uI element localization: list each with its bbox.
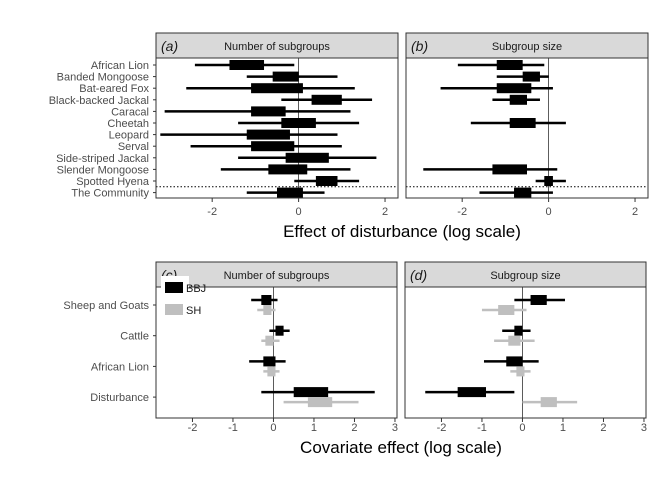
panel-frame-top-1 bbox=[405, 57, 649, 199]
ci-box-bottom-0-3-SH bbox=[307, 397, 333, 408]
legend-key-bbj bbox=[165, 282, 183, 293]
ci-box-top-1-9 bbox=[492, 164, 527, 175]
ci-box-bottom-1-0-SH bbox=[498, 305, 515, 315]
ci-box-top-0-8 bbox=[285, 152, 329, 163]
category-label-top-6: Leopard bbox=[109, 130, 149, 142]
ci-box-top-1-0 bbox=[496, 60, 523, 70]
ci-box-bottom-0-2-BBJ bbox=[263, 356, 276, 367]
ci-box-bottom-1-0-BBJ bbox=[530, 295, 547, 305]
category-label-bottom-3: Disturbance bbox=[90, 392, 149, 404]
x-tick-label-top-0-1: 0 bbox=[296, 206, 302, 218]
ci-box-top-0-7 bbox=[251, 141, 295, 152]
category-label-top-4: Caracal bbox=[111, 106, 149, 118]
x-tick-label-top-0-2: 2 bbox=[382, 206, 388, 218]
ci-box-top-1-11 bbox=[514, 187, 532, 198]
category-label-bottom-2: African Lion bbox=[91, 361, 149, 373]
x-tick-label-bottom-1-0: -2 bbox=[437, 422, 447, 434]
panel-title-bottom-0: Number of subgroups bbox=[224, 270, 330, 282]
category-label-bottom-1: Cattle bbox=[120, 331, 149, 343]
ci-box-bottom-1-2-SH bbox=[516, 366, 525, 377]
x-tick-label-top-1-2: 2 bbox=[632, 206, 638, 218]
ci-box-top-1-2 bbox=[496, 83, 532, 94]
ci-box-bottom-1-3-BBJ bbox=[457, 387, 487, 398]
category-label-top-3: Black-backed Jackal bbox=[49, 95, 149, 107]
panel-frame-top-0 bbox=[155, 57, 399, 199]
ci-box-top-1-5 bbox=[509, 118, 536, 128]
x-tick-label-bottom-0-4: 2 bbox=[351, 422, 357, 434]
category-label-top-2: Bat-eared Fox bbox=[79, 83, 149, 95]
ci-box-top-0-6 bbox=[246, 129, 290, 140]
x-tick-label-top-1-0: -2 bbox=[457, 206, 467, 218]
ci-box-top-0-0 bbox=[229, 60, 265, 70]
ci-box-bottom-0-0-SH bbox=[263, 305, 272, 315]
x-tick-label-bottom-1-4: 2 bbox=[600, 422, 606, 434]
x-tick-label-bottom-1-3: 1 bbox=[560, 422, 566, 434]
ci-box-top-0-1 bbox=[272, 71, 299, 82]
panel-strip-bottom-1 bbox=[404, 261, 647, 288]
ci-box-top-1-3 bbox=[509, 94, 527, 105]
ci-box-top-1-10 bbox=[544, 176, 553, 186]
x-tick-label-bottom-1-1: -1 bbox=[477, 422, 487, 434]
x-tick-label-bottom-0-5: 3 bbox=[392, 422, 398, 434]
x-tick-label-bottom-0-1: -1 bbox=[228, 422, 238, 434]
panel-title-top-0: Number of subgroups bbox=[224, 41, 330, 53]
ci-box-top-0-3 bbox=[311, 94, 342, 105]
category-label-top-9: Slender Mongoose bbox=[57, 164, 149, 176]
ci-box-bottom-0-3-BBJ bbox=[293, 387, 329, 398]
legend-key-sh bbox=[165, 304, 183, 315]
category-label-top-8: Side-striped Jackal bbox=[56, 153, 149, 165]
x-axis-title-top: Effect of disturbance (log scale) bbox=[283, 222, 521, 241]
ci-box-top-0-5 bbox=[281, 118, 316, 128]
panel-title-top-1: Subgroup size bbox=[492, 41, 562, 53]
x-axis-title-bottom: Covariate effect (log scale) bbox=[300, 438, 502, 457]
ci-box-top-0-11 bbox=[277, 187, 303, 198]
ci-box-top-0-10 bbox=[315, 176, 338, 186]
ci-box-bottom-0-1-SH bbox=[265, 335, 274, 346]
ci-box-top-0-2 bbox=[251, 83, 303, 94]
panel-title-bottom-1: Subgroup size bbox=[490, 270, 560, 282]
category-label-top-11: The Community bbox=[71, 188, 149, 200]
ci-box-bottom-1-2-BBJ bbox=[506, 356, 523, 367]
x-tick-label-bottom-1-2: 0 bbox=[519, 422, 525, 434]
ci-box-top-0-4 bbox=[251, 106, 286, 117]
panel-strip-bottom-0 bbox=[155, 261, 398, 288]
ci-box-bottom-0-2-SH bbox=[267, 366, 276, 377]
category-label-top-7: Serval bbox=[118, 141, 149, 153]
x-tick-label-bottom-0-3: 1 bbox=[311, 422, 317, 434]
x-tick-label-bottom-0-0: -2 bbox=[188, 422, 198, 434]
ci-box-bottom-0-1-BBJ bbox=[275, 325, 284, 336]
x-tick-label-bottom-1-5: 3 bbox=[641, 422, 647, 434]
ci-box-bottom-1-1-SH bbox=[508, 335, 521, 346]
panel-frame-bottom-0 bbox=[155, 286, 398, 419]
ci-box-bottom-1-1-BBJ bbox=[514, 325, 523, 336]
panel-strip-top-1 bbox=[405, 32, 649, 59]
x-tick-label-top-1-1: 0 bbox=[546, 206, 552, 218]
legend-label-sh: SH bbox=[186, 305, 201, 317]
panel-letter-bottom-1: (d) bbox=[410, 267, 427, 283]
panel-frame-bottom-1 bbox=[404, 286, 647, 419]
x-tick-label-bottom-0-2: 0 bbox=[270, 422, 276, 434]
category-label-top-1: Banded Mongoose bbox=[57, 72, 149, 84]
legend-label-bbj: BBJ bbox=[186, 283, 206, 295]
ci-box-top-0-9 bbox=[268, 164, 308, 175]
ci-box-top-1-1 bbox=[522, 71, 540, 82]
ci-box-bottom-0-0-BBJ bbox=[261, 295, 272, 305]
panel-letter-top-0: (a) bbox=[161, 38, 178, 54]
ci-box-bottom-1-3-SH bbox=[540, 397, 557, 408]
category-label-top-0: African Lion bbox=[91, 60, 149, 72]
category-label-top-10: Spotted Hyena bbox=[76, 176, 150, 188]
x-tick-label-top-0-0: -2 bbox=[207, 206, 217, 218]
category-label-bottom-0: Sheep and Goats bbox=[63, 300, 149, 312]
category-label-top-5: Cheetah bbox=[107, 118, 149, 130]
panel-strip-top-0 bbox=[155, 32, 399, 59]
panel-letter-top-1: (b) bbox=[411, 38, 428, 54]
